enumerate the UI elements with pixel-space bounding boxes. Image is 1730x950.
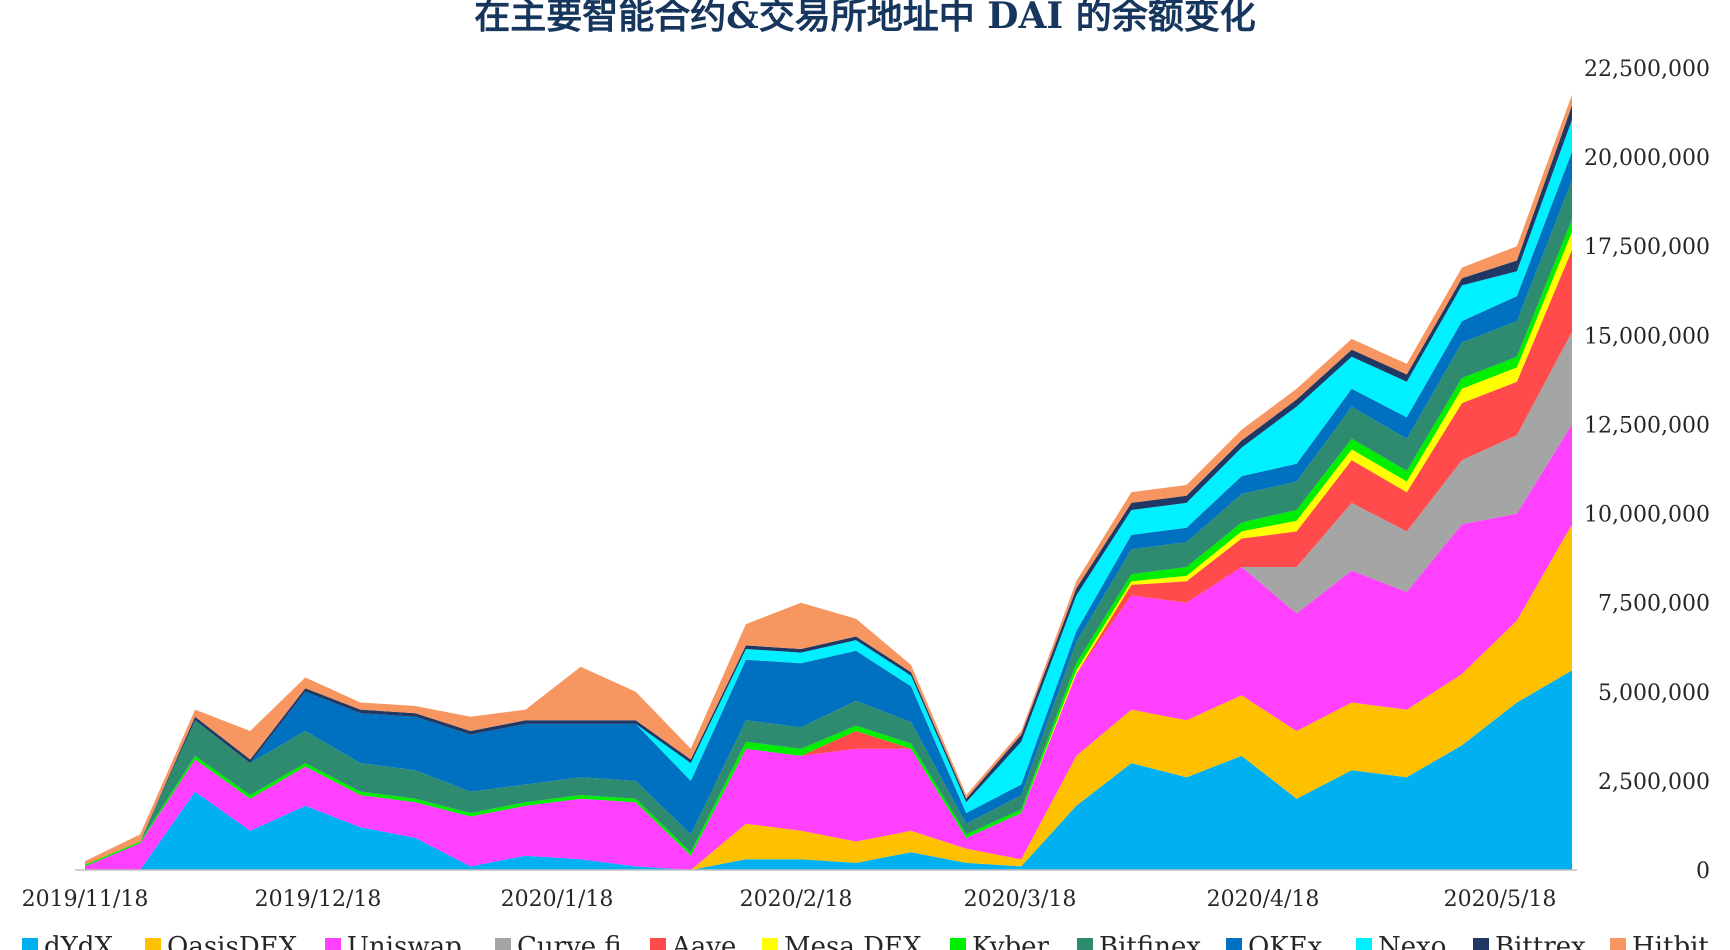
y-tick-label: 5,000,000 xyxy=(1598,681,1710,706)
legend-item: Nexo xyxy=(1356,932,1446,950)
legend-label: Hitbit xyxy=(1632,932,1709,950)
legend-swatch xyxy=(950,938,966,950)
y-axis: 0 2,500,000 5,000,000 7,500,000 10,000,000 12… xyxy=(1584,57,1710,884)
legend-item: dYdX xyxy=(22,932,113,950)
legend-label: Kyber xyxy=(972,932,1049,950)
legend-item: Uniswap xyxy=(325,932,462,950)
legend-swatch xyxy=(650,938,666,950)
legend-item: Bittrex xyxy=(1473,932,1586,950)
y-tick-label: 2,500,000 xyxy=(1598,770,1710,795)
chart-title: 在主要智能合约&交易所地址中 DAI 的余额变化 xyxy=(474,0,1256,37)
y-tick-label: 7,500,000 xyxy=(1598,592,1710,617)
x-tick-label: 2020/2/18 xyxy=(740,887,853,912)
x-tick-label: 2019/12/18 xyxy=(255,887,382,912)
legend-swatch xyxy=(495,938,511,950)
y-tick-label: 12,500,000 xyxy=(1584,413,1710,438)
legend-swatch xyxy=(22,938,38,950)
area-series-0 xyxy=(85,670,1572,870)
legend-item: Bitfinex xyxy=(1077,932,1201,950)
x-tick-label: 2020/4/18 xyxy=(1207,887,1320,912)
legend-swatch xyxy=(1077,938,1093,950)
legend-item: Hitbit xyxy=(1610,932,1709,950)
legend-item: Kyber xyxy=(950,932,1049,950)
legend-item: OasisDEX xyxy=(145,932,298,950)
legend-label: dYdX xyxy=(44,932,113,950)
legend-swatch xyxy=(1473,938,1489,950)
plot-area xyxy=(85,94,1572,870)
legend-item: Mesa DEX xyxy=(762,932,922,950)
legend-label: Uniswap xyxy=(347,932,462,950)
legend-swatch xyxy=(762,938,778,950)
x-tick-label: 2020/5/18 xyxy=(1444,887,1557,912)
x-tick-label: 2020/1/18 xyxy=(501,887,614,912)
y-tick-label: 20,000,000 xyxy=(1584,146,1710,171)
legend-label: OasisDEX xyxy=(167,932,298,950)
legend-swatch xyxy=(1356,938,1372,950)
legend-label: Nexo xyxy=(1378,932,1446,950)
legend-label: Bittrex xyxy=(1495,932,1586,950)
legend: dYdX OasisDEX Uniswap Curve.fi Aave Mesa DEX K… xyxy=(22,932,1709,950)
area-series-7 xyxy=(85,180,1572,865)
legend-item: Curve.fi xyxy=(495,932,622,950)
legend-item: OKEx xyxy=(1226,932,1323,950)
legend-swatch xyxy=(145,938,161,950)
legend-item: Aave xyxy=(650,932,736,950)
legend-label: OKEx xyxy=(1248,932,1323,950)
y-tick-label: 15,000,000 xyxy=(1584,324,1710,349)
legend-label: Curve.fi xyxy=(517,932,622,950)
y-tick-label: 17,500,000 xyxy=(1584,235,1710,260)
y-tick-label: 0 xyxy=(1696,859,1710,884)
legend-label: Mesa DEX xyxy=(784,932,922,950)
x-tick-label: 2019/11/18 xyxy=(22,887,149,912)
legend-swatch xyxy=(1610,938,1626,950)
legend-label: Bitfinex xyxy=(1099,932,1201,950)
y-tick-label: 22,500,000 xyxy=(1584,57,1710,82)
x-tick-label: 2020/3/18 xyxy=(964,887,1077,912)
legend-label: Aave xyxy=(671,932,736,950)
y-tick-label: 10,000,000 xyxy=(1584,503,1710,528)
legend-swatch xyxy=(1226,938,1242,950)
legend-swatch xyxy=(325,938,341,950)
area-series-4 xyxy=(85,249,1572,867)
area-series-2 xyxy=(85,424,1572,870)
x-axis: 2019/11/18 2019/12/18 2020/1/18 2020/2/18 20… xyxy=(22,887,1557,912)
